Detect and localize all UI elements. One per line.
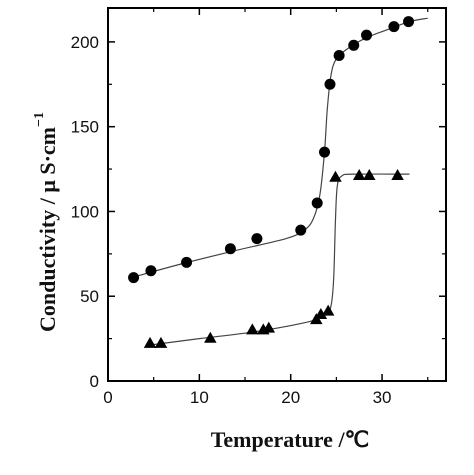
- triangle-marker: [246, 323, 259, 335]
- triangle-marker: [314, 308, 328, 320]
- fit-curve-1: [131, 17, 428, 279]
- fit-curves: [131, 17, 428, 346]
- circle-marker: [145, 265, 157, 277]
- triangle-marker: [154, 336, 168, 348]
- triangle-marker: [143, 336, 157, 348]
- circle-marker: [224, 243, 236, 255]
- x-tick-label: 20: [281, 388, 300, 407]
- circle-marker: [311, 197, 323, 209]
- plot-border: [107, 7, 447, 382]
- circle-marker: [324, 78, 336, 90]
- y-axis-title-superscript: −1: [32, 112, 47, 127]
- y-tick-label: 0: [90, 372, 99, 391]
- circle-marker: [251, 233, 263, 245]
- triangle-marker: [262, 321, 276, 333]
- y-axis-ticks: 0 50 100 150 200: [71, 33, 446, 391]
- data-markers: [128, 16, 415, 348]
- triangle-marker: [352, 169, 366, 181]
- x-tick-label: 30: [373, 388, 392, 407]
- y-axis-title-group: Conductivity / μ S·cm−1: [32, 112, 60, 332]
- x-tick-label: 10: [190, 388, 209, 407]
- triangle-marker: [363, 169, 376, 181]
- x-tick-label: 0: [103, 388, 112, 407]
- y-tick-label: 150: [71, 118, 99, 137]
- circle-marker: [403, 16, 415, 28]
- triangle-marker: [329, 170, 342, 182]
- y-tick-label: 100: [71, 202, 99, 221]
- y-axis-title: Conductivity / μ S·cm: [35, 127, 60, 332]
- triangle-marker: [321, 304, 335, 316]
- triangle-marker: [204, 331, 217, 343]
- circle-marker: [181, 256, 193, 268]
- circle-marker: [388, 21, 400, 33]
- circle-marker: [348, 39, 360, 51]
- x-axis-title: Temperature /℃: [211, 427, 370, 452]
- svg-text:Conductivity / μ S·cm−1: Conductivity / μ S·cm−1: [32, 112, 60, 332]
- circle-marker: [333, 49, 345, 61]
- circle-marker: [295, 224, 307, 236]
- x-axis-ticks: 0 10 20 30: [103, 8, 429, 407]
- triangle-marker: [391, 169, 404, 181]
- plot-frame: [107, 7, 447, 382]
- circle-marker: [319, 146, 331, 158]
- circle-marker: [361, 29, 373, 41]
- circle-marker: [128, 272, 140, 284]
- y-tick-label: 50: [80, 287, 99, 306]
- y-tick-label: 200: [71, 33, 99, 52]
